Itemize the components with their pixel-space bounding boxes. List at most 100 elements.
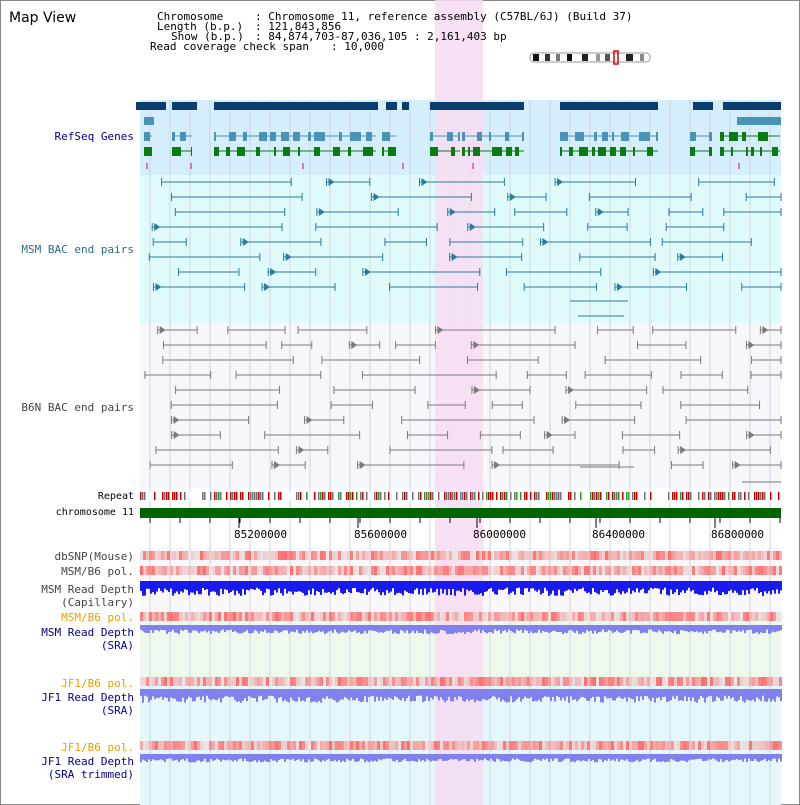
heat-cell [146,551,149,560]
depth-bar [166,754,168,760]
depth-bar [276,689,278,703]
heat-cell [431,551,434,560]
depth-bar [324,581,326,593]
depth-bar [650,625,652,630]
heat-cell [572,551,575,560]
heat-cell [743,741,746,750]
heat-cell [431,612,434,621]
depth-bar [696,754,698,760]
heat-cell [506,566,509,575]
heat-cell [707,551,710,560]
depth-bar [546,754,548,759]
heat-cell [686,741,689,750]
heat-cell [206,566,209,575]
depth-bar [234,625,236,631]
depth-bar [570,625,572,630]
depth-bar [274,625,276,631]
depth-bar [440,581,442,589]
depth-bar [214,625,216,632]
depth-bar [536,689,538,702]
heat-cell [689,741,692,750]
depth-bar [684,689,686,697]
depth-bar [502,754,504,761]
repeat-mark [438,492,440,500]
heat-cell [446,566,449,575]
depth-bar [600,581,602,591]
heat-cell [170,612,173,621]
depth-bar [240,581,242,596]
heat-cell [293,677,296,686]
depth-bar [534,625,536,633]
ideogram-band [567,54,572,61]
depth-bar [444,625,446,632]
depth-bar [206,754,208,763]
heat-cell [350,741,353,750]
repeat-mark [384,492,386,500]
depth-bar [180,754,182,760]
repeat-mark [722,492,724,500]
b6n-bac-label[interactable]: B6N BAC end pairs [21,401,134,414]
heat-cell [638,612,641,621]
heat-cell [245,551,248,560]
heat-cell [698,612,701,621]
depth-bar [432,625,434,633]
depth-bar [550,754,552,759]
repeat-mark [366,492,368,500]
heat-cell [473,677,476,686]
repeat-mark [756,492,758,500]
depth-bar [752,625,754,634]
depth-bar [314,625,316,633]
heat-cell [242,551,245,560]
depth-bar [458,754,460,762]
depth-bar [702,689,704,698]
heat-cell [209,612,212,621]
depth-bar [764,625,766,634]
heat-cell [464,741,467,750]
depth-bar [180,581,182,592]
depth-bar [370,689,372,697]
depth-bar [618,689,620,697]
depth-bar [408,581,410,594]
heat-cell [683,677,686,686]
depth-bar [504,689,506,702]
repeat-mark [162,492,164,500]
depth-bar [632,625,634,631]
heat-cell [722,551,725,560]
heat-cell [761,612,764,621]
depth-bar [500,689,502,702]
depth-bar [170,689,172,698]
depth-bar [348,581,350,593]
depth-bar [396,689,398,698]
depth-bar [568,581,570,590]
heat-cell [242,612,245,621]
heat-cell [182,741,185,750]
heat-cell [596,677,599,686]
heat-cell [629,566,632,575]
heat-cell [401,551,404,560]
depth-bar [694,625,696,632]
heat-cell [140,566,143,575]
depth-bar [282,581,284,596]
depth-bar [492,581,494,592]
heat-cell [617,612,620,621]
heat-cell [233,566,236,575]
heat-cell [638,741,641,750]
refseq-genes-label[interactable]: RefSeq Genes [54,130,134,143]
heat-cell [500,612,503,621]
heat-cell [557,612,560,621]
heat-cell [533,741,536,750]
depth-bar [228,689,230,698]
ideogram-band [640,54,644,61]
depth-bar [504,754,506,762]
depth-bar [532,625,534,634]
heat-cell [569,741,572,750]
depth-bar [412,625,414,631]
heat-cell [239,741,242,750]
msm-bac-label[interactable]: MSM BAC end pairs [21,243,134,256]
depth-bar [482,754,484,761]
heat-cell [401,566,404,575]
depth-bar [658,754,660,762]
depth-bar [336,689,338,703]
gene-exon [592,147,595,156]
